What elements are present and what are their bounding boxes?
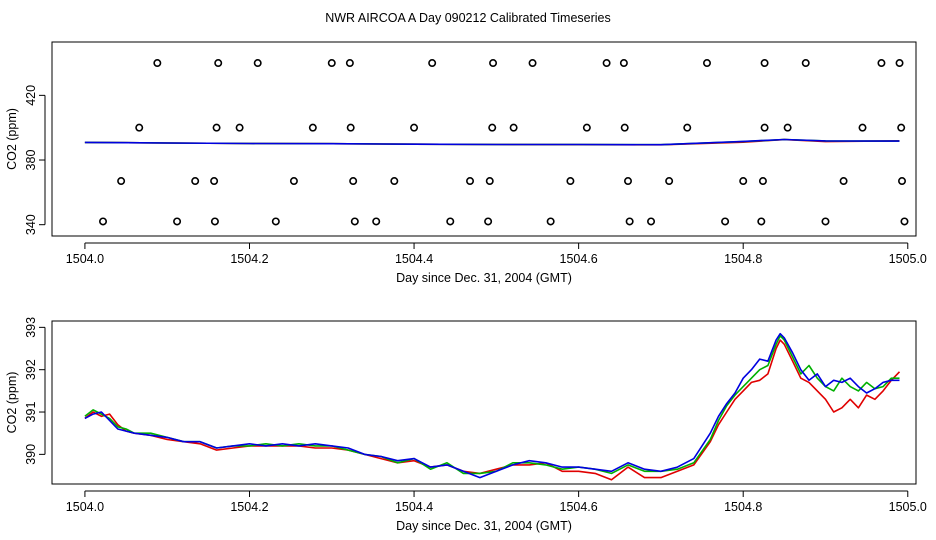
scatter-point: [783, 123, 792, 132]
scatter-point: [210, 217, 219, 226]
x-axis-label-top: Day since Dec. 31, 2004 (GMT): [396, 271, 572, 285]
panel-bottom-line: 1504.0 1504.2 1504.4 1504.6 1504.8 1505.0 390 3…: [5, 317, 927, 533]
scatter-point: [372, 217, 381, 226]
series-line-2: [84, 332, 900, 479]
scatter-point: [135, 123, 144, 132]
y-axis-label-bottom: CO2 (ppm): [5, 372, 19, 434]
scatter-point: [466, 177, 475, 186]
scatter-point: [308, 123, 317, 132]
scatter-point: [485, 177, 494, 186]
scatter-point: [271, 217, 280, 226]
scatter-point: [665, 177, 674, 186]
y-tick-label: 393: [24, 317, 38, 338]
plot-marks-bottom: [84, 332, 901, 481]
plot-frame-top: [51, 41, 917, 237]
x-tick-label: 1504.0: [66, 252, 104, 266]
scatter-point: [428, 59, 437, 68]
scatter-point: [801, 59, 810, 68]
scatter-point: [625, 217, 634, 226]
x-tick-label: 1504.8: [724, 500, 762, 514]
scatter-point: [117, 177, 126, 186]
scatter-point: [623, 177, 632, 186]
plot-frame-bottom: [51, 320, 917, 485]
x-tick-label: 1504.8: [724, 252, 762, 266]
x-axis-label-bottom: Day since Dec. 31, 2004 (GMT): [396, 519, 572, 533]
panel-top-scatter: 1504.0 1504.2 1504.4 1504.6 1504.8 1505.0 340 3…: [5, 41, 927, 285]
y-tick-label: 340: [24, 214, 38, 235]
scatter-point: [349, 177, 358, 186]
scatter-point: [210, 177, 219, 186]
scatter-point: [702, 59, 711, 68]
y-axis-label-top: CO2 (ppm): [5, 108, 19, 170]
scatter-point: [647, 217, 656, 226]
scatter-point: [897, 123, 906, 132]
scatter-point: [821, 217, 830, 226]
scatter-point: [410, 123, 419, 132]
scatter-point: [212, 123, 221, 132]
scatter-point: [289, 177, 298, 186]
scatter-point: [898, 177, 907, 186]
scatter-point: [446, 217, 455, 226]
x-tick-label: 1504.4: [395, 500, 433, 514]
scatter-point: [327, 59, 336, 68]
scatter-point: [99, 217, 108, 226]
scatter-point: [900, 217, 909, 226]
series-line-0: [84, 339, 901, 481]
scatter-point: [582, 123, 591, 132]
y-tick-label: 392: [24, 359, 38, 380]
scatter-point: [760, 59, 769, 68]
scatter-point: [839, 177, 848, 186]
scatter-point: [350, 217, 359, 226]
y-tick-label: 391: [24, 402, 38, 423]
x-tick-label: 1504.4: [395, 252, 433, 266]
figure-title: NWR AIRCOA A Day 090212 Calibrated Times…: [325, 11, 611, 25]
scatter-point: [528, 59, 537, 68]
y-tick-label: 390: [24, 444, 38, 465]
scatter-point: [345, 59, 354, 68]
scatter-point: [484, 217, 493, 226]
scatter-point: [253, 59, 262, 68]
scatter-point: [566, 177, 575, 186]
x-tick-label: 1504.2: [230, 500, 268, 514]
x-tick-label: 1504.2: [230, 252, 268, 266]
scatter-point: [235, 123, 244, 132]
scatter-point: [757, 217, 766, 226]
x-tick-label: 1504.6: [560, 252, 598, 266]
scatter-point: [488, 123, 497, 132]
series-line-2: [84, 138, 900, 146]
x-tick-label: 1505.0: [889, 252, 927, 266]
plot-marks-top: [84, 59, 909, 226]
scatter-point: [858, 123, 867, 132]
y-tick-label: 420: [24, 85, 38, 106]
scatter-point: [214, 59, 223, 68]
scatter-point: [390, 177, 399, 186]
scatter-point: [877, 59, 886, 68]
scatter-point: [153, 59, 162, 68]
scatter-point: [760, 123, 769, 132]
axes-top: 1504.0 1504.2 1504.4 1504.6 1504.8 1505.0 340 3…: [24, 85, 927, 266]
y-tick-label: 380: [24, 150, 38, 171]
scatter-point: [721, 217, 730, 226]
x-tick-label: 1504.6: [560, 500, 598, 514]
scatter-point: [620, 123, 629, 132]
scatter-point: [683, 123, 692, 132]
scatter-point: [489, 59, 498, 68]
scatter-point: [619, 59, 628, 68]
scatter-point: [191, 177, 200, 186]
scatter-point: [546, 217, 555, 226]
scatter-point: [602, 59, 611, 68]
x-tick-label: 1504.0: [66, 500, 104, 514]
scatter-point: [173, 217, 182, 226]
scatter-point: [739, 177, 748, 186]
axes-bottom: 1504.0 1504.2 1504.4 1504.6 1504.8 1505.0 390 3…: [24, 317, 927, 514]
scatter-point: [895, 59, 904, 68]
scatter-point: [758, 177, 767, 186]
scatter-point: [509, 123, 518, 132]
scatter-point: [346, 123, 355, 132]
series-line-1: [84, 334, 900, 475]
x-tick-label: 1505.0: [889, 500, 927, 514]
